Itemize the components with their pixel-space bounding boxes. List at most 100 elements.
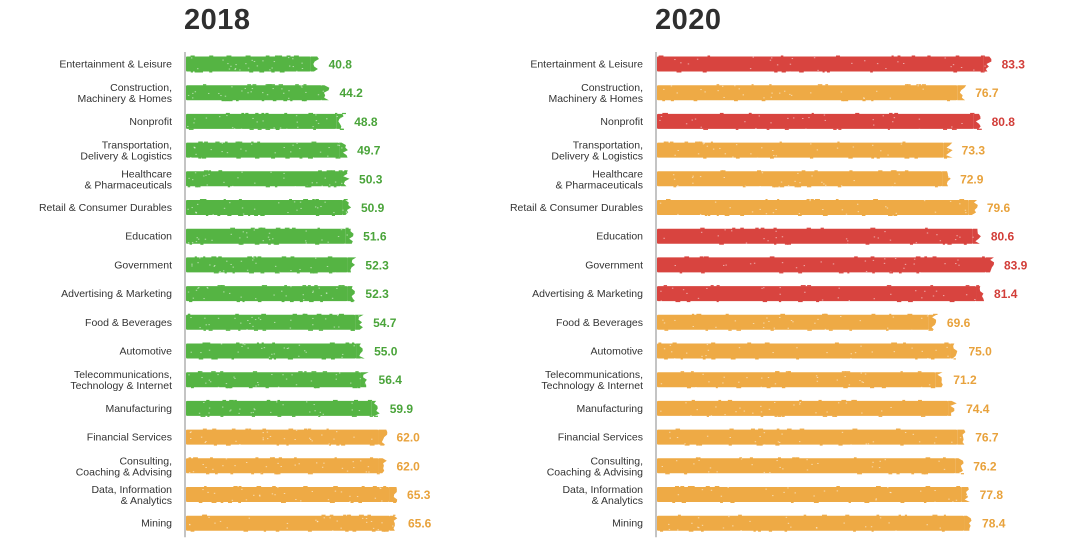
category-label: Retail & Consumer Durables (39, 202, 172, 214)
category-label: Manufacturing (576, 403, 643, 415)
value-label: 52.3 (365, 258, 389, 272)
bar (186, 141, 348, 159)
category-label: Telecommunications, Technology & Internet (541, 369, 643, 392)
value-label: 50.3 (359, 172, 383, 186)
category-label: Consulting, Coaching & Advising (547, 455, 643, 478)
bar (186, 112, 346, 130)
category-label: Entertainment & Leisure (59, 59, 172, 71)
bar (657, 342, 958, 360)
category-label: Nonprofit (129, 116, 172, 128)
value-label: 65.3 (407, 488, 431, 502)
bar (657, 84, 967, 102)
value-label: 55.0 (374, 345, 398, 359)
value-label: 80.6 (991, 230, 1015, 244)
bar (657, 112, 982, 130)
value-label: 76.7 (975, 431, 999, 445)
category-label: Retail & Consumer Durables (510, 202, 643, 214)
value-label: 51.6 (363, 230, 387, 244)
category-label: Advertising & Marketing (532, 288, 643, 300)
category-label: Telecommunications, Technology & Internet (70, 369, 172, 392)
bar (657, 55, 992, 73)
bar (657, 371, 943, 389)
category-label: Mining (612, 518, 643, 530)
bar (186, 285, 356, 303)
chart-panel-2018: 2018 40.8 Entertainment & Leisure 44.2 Cons… (0, 0, 470, 549)
value-label: 50.9 (361, 201, 385, 215)
category-label: Mining (141, 518, 172, 530)
value-label: 40.8 (329, 58, 353, 72)
value-label: 49.7 (357, 144, 381, 158)
value-label: 76.7 (975, 86, 999, 100)
value-label: 73.3 (962, 144, 986, 158)
category-label: Construction, Machinery & Homes (548, 82, 643, 105)
value-label: 78.4 (982, 517, 1006, 531)
category-label: Entertainment & Leisure (530, 59, 643, 71)
bar (186, 457, 387, 475)
value-label: 80.8 (992, 115, 1016, 129)
bar (657, 399, 957, 417)
bar (657, 141, 953, 159)
category-label: Financial Services (87, 432, 172, 444)
bar (657, 457, 964, 475)
category-label: Manufacturing (105, 403, 172, 415)
category-label: Food & Beverages (556, 317, 643, 329)
value-label: 77.8 (980, 488, 1004, 502)
value-label: 59.9 (390, 402, 414, 416)
value-label: 81.4 (994, 287, 1018, 301)
category-label: Education (125, 231, 172, 243)
category-label: Food & Beverages (85, 317, 172, 329)
bar (657, 199, 978, 216)
bar (186, 514, 398, 532)
bar (657, 313, 938, 331)
value-label: 69.6 (947, 316, 971, 330)
bar (657, 285, 985, 303)
bar (657, 170, 951, 188)
bar (186, 399, 380, 417)
bar (186, 84, 330, 102)
bar (657, 514, 972, 532)
bar (657, 428, 966, 446)
category-label: Healthcare & Pharmaceuticals (555, 168, 643, 191)
chart-panel-2020: 2020 83.3 Entertainment & Leisure 76.7 Cons… (470, 0, 1065, 549)
bar (186, 313, 364, 331)
bar (186, 342, 365, 360)
value-label: 62.0 (396, 431, 420, 445)
bar (186, 428, 388, 446)
category-label: Healthcare & Pharmaceuticals (84, 168, 172, 191)
value-label: 52.3 (365, 287, 389, 301)
bar (186, 371, 369, 389)
category-label: Education (596, 231, 643, 243)
bar-chart-2020: 83.3 Entertainment & Leisure 76.7 Construct… (510, 52, 1028, 538)
bar (186, 170, 350, 188)
category-label: Consulting, Coaching & Advising (76, 455, 172, 478)
chart-title-2020: 2020 (655, 4, 722, 36)
bar (657, 227, 981, 245)
value-label: 72.9 (960, 172, 984, 186)
category-label: Automotive (119, 346, 172, 358)
category-label: Transportation, Delivery & Logistics (80, 140, 172, 163)
value-label: 62.0 (396, 459, 420, 473)
category-label: Nonprofit (600, 116, 643, 128)
value-label: 65.6 (408, 517, 432, 531)
value-label: 83.9 (1004, 258, 1028, 272)
chart-title-2018: 2018 (184, 4, 251, 36)
value-label: 75.0 (968, 345, 992, 359)
bar (186, 256, 357, 274)
bar (657, 486, 970, 503)
category-label: Data, Information & Analytics (91, 484, 172, 507)
bar (186, 486, 398, 503)
bar (186, 227, 354, 245)
bar (186, 55, 319, 73)
category-label: Advertising & Marketing (61, 288, 172, 300)
value-label: 74.4 (966, 402, 990, 416)
category-label: Data, Information & Analytics (562, 484, 643, 507)
bar-chart-2018: 40.8 Entertainment & Leisure 44.2 Construct… (39, 52, 432, 538)
value-label: 83.3 (1002, 58, 1026, 72)
category-label: Government (585, 259, 643, 271)
value-label: 76.2 (973, 459, 997, 473)
value-label: 71.2 (953, 373, 977, 387)
category-label: Financial Services (558, 432, 643, 444)
value-label: 54.7 (373, 316, 397, 330)
category-label: Automotive (590, 346, 643, 358)
value-label: 44.2 (339, 86, 363, 100)
